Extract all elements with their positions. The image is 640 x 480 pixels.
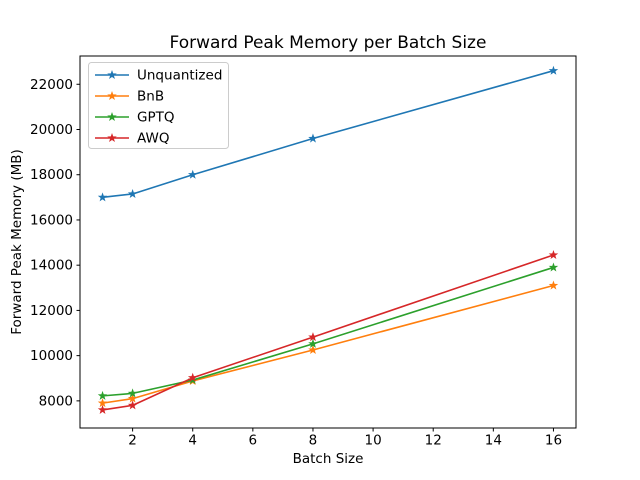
series-marker-awq	[548, 250, 559, 260]
plot-border	[79, 55, 577, 429]
legend-box	[88, 62, 229, 149]
x-tick-label: 10	[364, 433, 381, 449]
chart-title: Forward Peak Memory per Batch Size	[170, 33, 487, 53]
series-marker-unquantized	[97, 192, 108, 202]
series-line-awq	[102, 254, 554, 411]
legend-marker-unquantized	[107, 70, 117, 80]
legend-marker-awq	[107, 133, 117, 143]
series-marker-gptq	[97, 390, 108, 400]
y-tick-label: 8000	[39, 393, 73, 409]
legend-label-awq: AWQ	[137, 131, 169, 147]
data-series	[97, 65, 559, 414]
series-marker-unquantized	[127, 188, 138, 198]
series-marker-awq	[127, 400, 138, 410]
legend-item-bnb: BnB	[95, 89, 164, 105]
series-marker-unquantized	[187, 169, 198, 179]
series-marker-unquantized	[308, 133, 318, 143]
x-tick-label: 4	[188, 433, 197, 449]
legend-label-unquantized: Unquantized	[137, 68, 222, 84]
y-axis-label: Forward Peak Memory (MB)	[9, 149, 25, 335]
series-marker-bnb	[308, 344, 318, 355]
y-axis-ticks: 8000 10000 12000 14000 16000 18000 20000 22000	[30, 77, 80, 409]
y-tick-label: 14000	[30, 258, 73, 274]
series-marker-awq	[187, 372, 198, 382]
y-tick-label: 10000	[30, 348, 73, 364]
legend: Unquantized BnB GPTQ AWQ	[88, 62, 229, 149]
legend-marker-bnb	[107, 91, 117, 101]
x-tick-label: 12	[425, 433, 442, 449]
series-marker-unquantized	[548, 65, 559, 75]
x-tick-label: 14	[485, 433, 502, 449]
x-axis-ticks: 2 4 6 8 10 12 14 16	[128, 428, 562, 449]
series-marker-awq	[308, 332, 318, 342]
legend-item-unquantized: Unquantized	[95, 68, 222, 84]
y-tick-label: 20000	[30, 122, 73, 138]
legend-item-gptq: GPTQ	[95, 110, 174, 126]
series-marker-bnb	[127, 393, 138, 403]
x-tick-label: 8	[309, 433, 318, 449]
series-marker-bnb	[97, 398, 108, 408]
y-tick-label: 18000	[30, 167, 73, 183]
y-tick-label: 16000	[30, 212, 73, 228]
x-tick-label: 16	[545, 433, 562, 449]
legend-label-bnb: BnB	[137, 89, 164, 105]
y-tick-label: 12000	[30, 303, 73, 319]
series-marker-gptq	[548, 262, 559, 272]
series-marker-awq	[97, 404, 108, 414]
series-marker-gptq	[308, 338, 318, 348]
series-marker-bnb	[548, 280, 559, 290]
legend-label-gptq: GPTQ	[137, 110, 174, 126]
legend-marker-gptq	[107, 112, 117, 122]
x-axis-label: Batch Size	[293, 451, 364, 467]
series-marker-gptq	[127, 388, 138, 398]
legend-item-awq: AWQ	[95, 131, 169, 147]
y-tick-label: 22000	[30, 77, 73, 93]
x-tick-label: 2	[128, 433, 137, 449]
x-tick-label: 6	[249, 433, 258, 449]
